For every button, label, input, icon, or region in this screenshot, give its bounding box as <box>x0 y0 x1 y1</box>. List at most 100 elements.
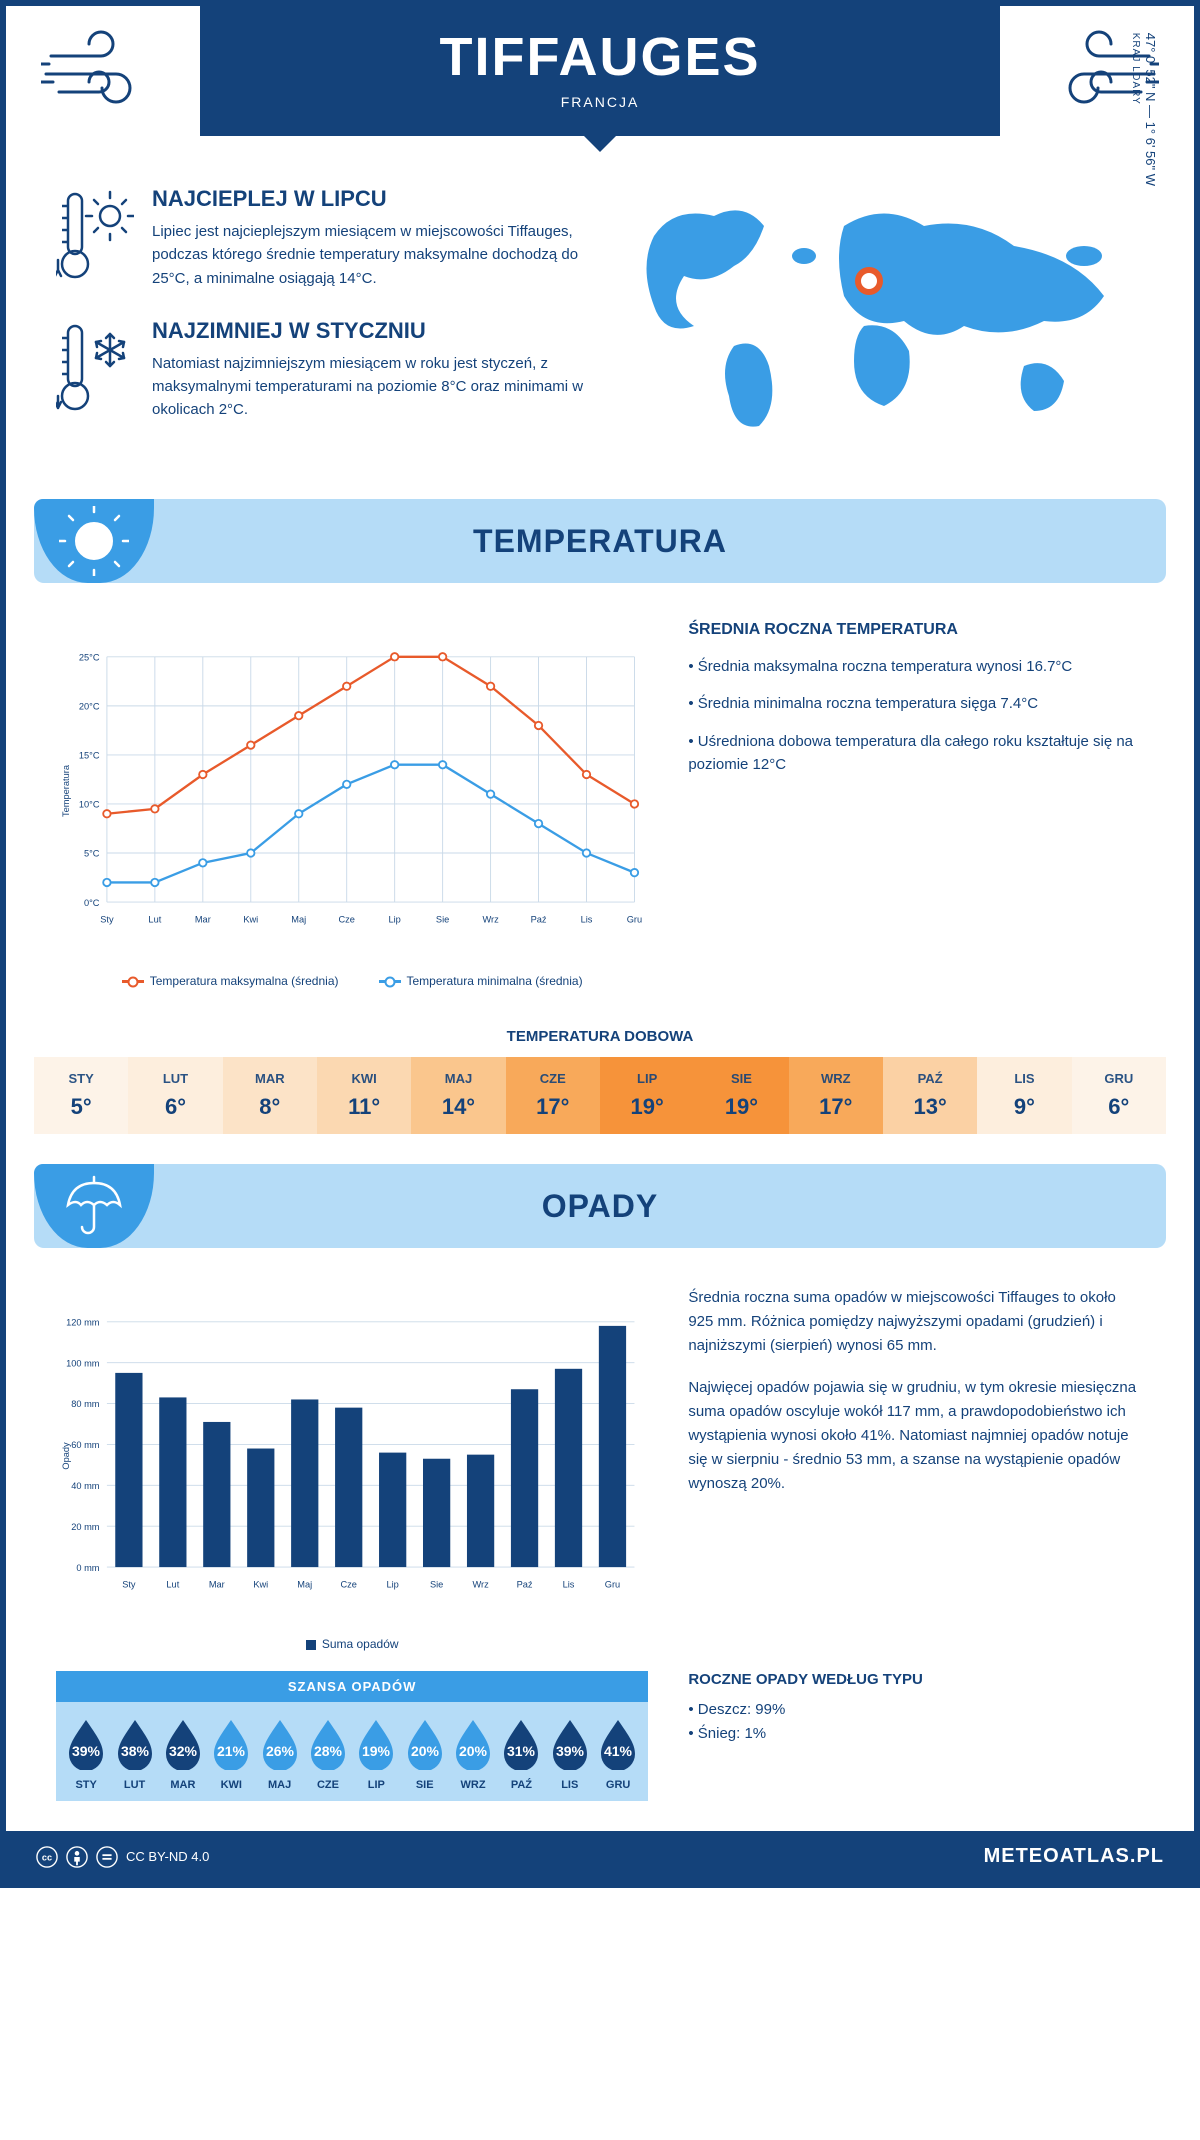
chance-strip: SZANSA OPADÓW 39%STY38%LUT32%MAR21%KWI26… <box>56 1671 648 1801</box>
coldest-title: NAJZIMNIEJ W STYCZNIU <box>152 318 594 344</box>
site-name: METEOATLAS.PL <box>984 1845 1164 1868</box>
coord-lon: 1° 6' 56" W <box>1143 122 1158 186</box>
daily-cell: WRZ17° <box>789 1057 883 1134</box>
svg-text:32%: 32% <box>169 1743 198 1759</box>
coldest-block: NAJZIMNIEJ W STYCZNIU Natomiast najzimni… <box>56 318 594 422</box>
chance-drop: 21%KWI <box>207 1716 255 1791</box>
title-banner: TIFFAUGES FRANCJA <box>200 6 1000 136</box>
precip-p2: Najwięcej opadów pojawia się w grudniu, … <box>688 1376 1144 1496</box>
svg-text:20°C: 20°C <box>79 702 100 712</box>
page-title: TIFFAUGES <box>212 26 988 88</box>
svg-text:100 mm: 100 mm <box>66 1358 100 1368</box>
daily-cell: LUT6° <box>128 1057 222 1134</box>
warmest-text: Lipiec jest najcieplejszym miesiącem w m… <box>152 220 594 290</box>
annual-temp-text: ŚREDNIA ROCZNA TEMPERATURA • Średnia mak… <box>688 621 1144 988</box>
svg-text:0°C: 0°C <box>84 898 100 908</box>
svg-text:Lis: Lis <box>581 914 593 924</box>
thermometer-snow-icon <box>56 318 134 418</box>
chance-drop: 38%LUT <box>110 1716 158 1791</box>
svg-text:28%: 28% <box>314 1743 343 1759</box>
umbrella-badge-icon <box>34 1164 154 1248</box>
chance-drop: 39%STY <box>62 1716 110 1791</box>
svg-text:15°C: 15°C <box>79 751 100 761</box>
svg-text:Paź: Paź <box>531 914 547 924</box>
chance-drop: 26%MAJ <box>255 1716 303 1791</box>
daily-cell: GRU6° <box>1072 1057 1166 1134</box>
daily-cell: STY5° <box>34 1057 128 1134</box>
precip-chart-legend: Suma opadów <box>56 1637 648 1651</box>
license-block: cc CC BY-ND 4.0 <box>36 1846 209 1868</box>
chance-drop: 20%SIE <box>401 1716 449 1791</box>
thermometer-sun-icon <box>56 186 134 286</box>
daily-cell: LIP19° <box>600 1057 694 1134</box>
chance-drop: 41%GRU <box>594 1716 642 1791</box>
legend-min: Temperatura minimalna (średnia) <box>407 974 583 988</box>
svg-text:Lut: Lut <box>166 1579 179 1589</box>
svg-text:Sie: Sie <box>436 914 449 924</box>
svg-text:Lip: Lip <box>388 914 400 924</box>
svg-text:Mar: Mar <box>195 914 211 924</box>
svg-text:Sty: Sty <box>122 1579 136 1589</box>
chance-drop: 39%LIS <box>546 1716 594 1791</box>
annual-temp-b3: • Uśredniona dobowa temperatura dla całe… <box>688 730 1144 777</box>
svg-text:41%: 41% <box>604 1743 633 1759</box>
svg-text:20%: 20% <box>411 1743 440 1759</box>
nd-icon <box>96 1846 118 1868</box>
license-text: CC BY-ND 4.0 <box>126 1849 209 1864</box>
svg-text:19%: 19% <box>362 1743 391 1759</box>
coord-lat: 47° 0' 52" N <box>1143 33 1158 102</box>
coldest-text: Natomiast najzimniejszym miesiącem w rok… <box>152 352 594 422</box>
warmest-block: NAJCIEPLEJ W LIPCU Lipiec jest najcieple… <box>56 186 594 290</box>
svg-text:Wrz: Wrz <box>472 1579 489 1589</box>
bar-legend-label: Suma opadów <box>322 1637 399 1651</box>
intro-section: NAJCIEPLEJ W LIPCU Lipiec jest najcieple… <box>6 146 1194 481</box>
warmest-title: NAJCIEPLEJ W LIPCU <box>152 186 594 212</box>
svg-text:Lis: Lis <box>563 1579 575 1589</box>
world-map-icon <box>624 186 1144 446</box>
svg-text:40 mm: 40 mm <box>71 1481 100 1491</box>
svg-text:0 mm: 0 mm <box>76 1563 99 1573</box>
chance-drop: 19%LIP <box>352 1716 400 1791</box>
daily-cell: SIE19° <box>694 1057 788 1134</box>
chance-drop: 32%MAR <box>159 1716 207 1791</box>
precip-text-block: Średnia roczna suma opadów w miejscowośc… <box>688 1286 1144 1651</box>
wind-icon-left <box>36 26 176 116</box>
svg-text:Maj: Maj <box>291 914 306 924</box>
annual-temp-b2: • Średnia minimalna roczna temperatura s… <box>688 692 1144 715</box>
svg-text:Gru: Gru <box>627 914 642 924</box>
chance-drop: 31%PAŹ <box>497 1716 545 1791</box>
svg-text:Kwi: Kwi <box>243 914 258 924</box>
svg-text:Maj: Maj <box>297 1579 312 1589</box>
daily-temp-title: TEMPERATURA DOBOWA <box>6 1028 1194 1045</box>
svg-text:Cze: Cze <box>338 914 354 924</box>
svg-text:Cze: Cze <box>340 1579 356 1589</box>
footer: cc CC BY-ND 4.0 METEOATLAS.PL <box>6 1831 1194 1882</box>
section-title-temp: TEMPERATURA <box>473 523 727 560</box>
svg-text:5°C: 5°C <box>84 849 100 859</box>
daily-cell: CZE17° <box>506 1057 600 1134</box>
world-map-block: 47° 0' 52" N — 1° 6' 56" W KRAJ LOARY <box>624 186 1144 451</box>
svg-text:31%: 31% <box>507 1743 536 1759</box>
precip-p1: Średnia roczna suma opadów w miejscowośc… <box>688 1286 1144 1358</box>
svg-text:Lut: Lut <box>148 914 161 924</box>
annual-type-l2: • Śnieg: 1% <box>688 1722 1144 1746</box>
annual-precip-type: ROCZNE OPADY WEDŁUG TYPU • Deszcz: 99% •… <box>688 1671 1144 1746</box>
svg-text:Lip: Lip <box>386 1579 398 1589</box>
precip-bar-chart: 0 mm20 mm40 mm60 mm80 mm100 mm120 mmOpad… <box>56 1286 648 1651</box>
annual-temp-title: ŚREDNIA ROCZNA TEMPERATURA <box>688 621 1144 639</box>
header: TIFFAUGES FRANCJA <box>6 6 1194 146</box>
svg-text:Mar: Mar <box>209 1579 225 1589</box>
svg-text:10°C: 10°C <box>79 800 100 810</box>
section-title-precip: OPADY <box>542 1188 658 1225</box>
daily-cell: PAŹ13° <box>883 1057 977 1134</box>
daily-temp-strip: STY5°LUT6°MAR8°KWI11°MAJ14°CZE17°LIP19°S… <box>34 1057 1166 1134</box>
chance-drop: 28%CZE <box>304 1716 352 1791</box>
coord-region: KRAJ LOARY <box>1130 33 1141 186</box>
chance-drop: 20%WRZ <box>449 1716 497 1791</box>
svg-text:26%: 26% <box>266 1743 295 1759</box>
daily-cell: KWI11° <box>317 1057 411 1134</box>
daily-cell: LIS9° <box>977 1057 1071 1134</box>
section-head-precip: OPADY <box>34 1164 1166 1248</box>
svg-text:20 mm: 20 mm <box>71 1522 100 1532</box>
svg-text:Sie: Sie <box>430 1579 443 1589</box>
